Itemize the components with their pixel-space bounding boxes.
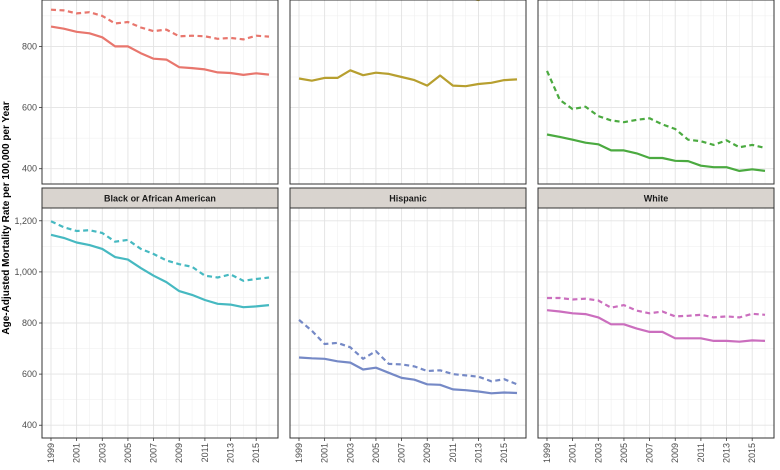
y-tick-label: 1,000 — [14, 267, 37, 277]
x-tick-label: 2009 — [174, 443, 184, 463]
x-tick-label: 2001 — [72, 443, 82, 463]
panel: Hispanic 1999 2001 2003 2005 2007 2009 2011 2013… — [289, 187, 527, 463]
y-tick-label: 400 — [22, 164, 37, 174]
y-tick-label: 600 — [22, 369, 37, 379]
x-tick-label: 2011 — [448, 443, 458, 462]
panel-strip-label: Black or African American — [104, 194, 216, 204]
panel-border — [289, 0, 527, 185]
series-line-solid — [50, 233, 270, 309]
x-tick-label: 2001 — [568, 443, 578, 463]
y-tick-label: 400 — [22, 420, 37, 430]
panel: Black or African American 400 600 800 1,000 1… — [14, 187, 279, 463]
x-tick-label: 2003 — [345, 443, 355, 463]
series-line-dashed — [50, 220, 270, 282]
x-tick-label: 2005 — [619, 443, 629, 463]
x-tick-label: 2003 — [97, 443, 107, 463]
x-tick-label: 2005 — [371, 443, 381, 463]
x-tick-label: 2009 — [670, 443, 680, 463]
panel: White 1999 2001 2003 2005 2007 2009 2011 2013 201… — [537, 187, 775, 463]
y-axis-title: Age-Adjusted Mortality Rate per 100,000 … — [1, 101, 12, 334]
y-tick-label: 800 — [22, 318, 37, 328]
series-line-dashed — [298, 319, 518, 386]
series-line-solid — [298, 356, 518, 395]
x-tick-label: 2001 — [320, 443, 330, 463]
x-tick-label: 2015 — [251, 443, 261, 463]
series-line-solid — [546, 309, 766, 343]
panel-border — [41, 0, 279, 185]
series-line-dashed — [545, 70, 766, 149]
x-tick-label: 2015 — [747, 443, 757, 463]
panel-border — [537, 207, 775, 439]
x-tick-label: 2013 — [474, 443, 484, 463]
x-tick-label: 1999 — [542, 443, 552, 463]
x-tick-label: 2009 — [422, 443, 432, 463]
x-tick-label: 2007 — [645, 443, 655, 463]
x-tick-label: 2011 — [200, 443, 210, 462]
chart-panels: 400 600 800 1,000 Black or African American 4… — [14, 0, 775, 463]
series-line-dashed — [50, 8, 270, 41]
series-line-solid — [546, 133, 766, 172]
panel-border — [289, 207, 527, 439]
panel-background — [42, 0, 278, 184]
x-tick-label: 1999 — [294, 443, 304, 463]
y-tick-label: 800 — [22, 41, 37, 51]
panel-strip-label: Hispanic — [389, 194, 427, 204]
panel-strip-label: White — [644, 194, 669, 204]
panel-background — [290, 0, 526, 184]
panel — [289, 0, 527, 185]
x-tick-label: 2003 — [593, 443, 603, 463]
series-line-solid — [50, 25, 270, 76]
y-tick-label: 600 — [22, 103, 37, 113]
x-tick-label: 2015 — [499, 443, 509, 463]
panel — [537, 0, 775, 185]
y-tick-label: 1,200 — [14, 216, 37, 226]
x-tick-label: 2013 — [722, 443, 732, 463]
x-tick-label: 2013 — [226, 443, 236, 463]
panel-border — [537, 0, 775, 185]
x-tick-label: 2007 — [149, 443, 159, 463]
x-tick-label: 2005 — [123, 443, 133, 463]
x-tick-label: 2011 — [696, 443, 706, 462]
panel-background — [538, 0, 774, 184]
x-tick-label: 1999 — [46, 443, 56, 463]
series-line-dashed — [547, 296, 766, 319]
x-tick-label: 2007 — [397, 443, 407, 463]
series-line-solid — [298, 69, 518, 88]
